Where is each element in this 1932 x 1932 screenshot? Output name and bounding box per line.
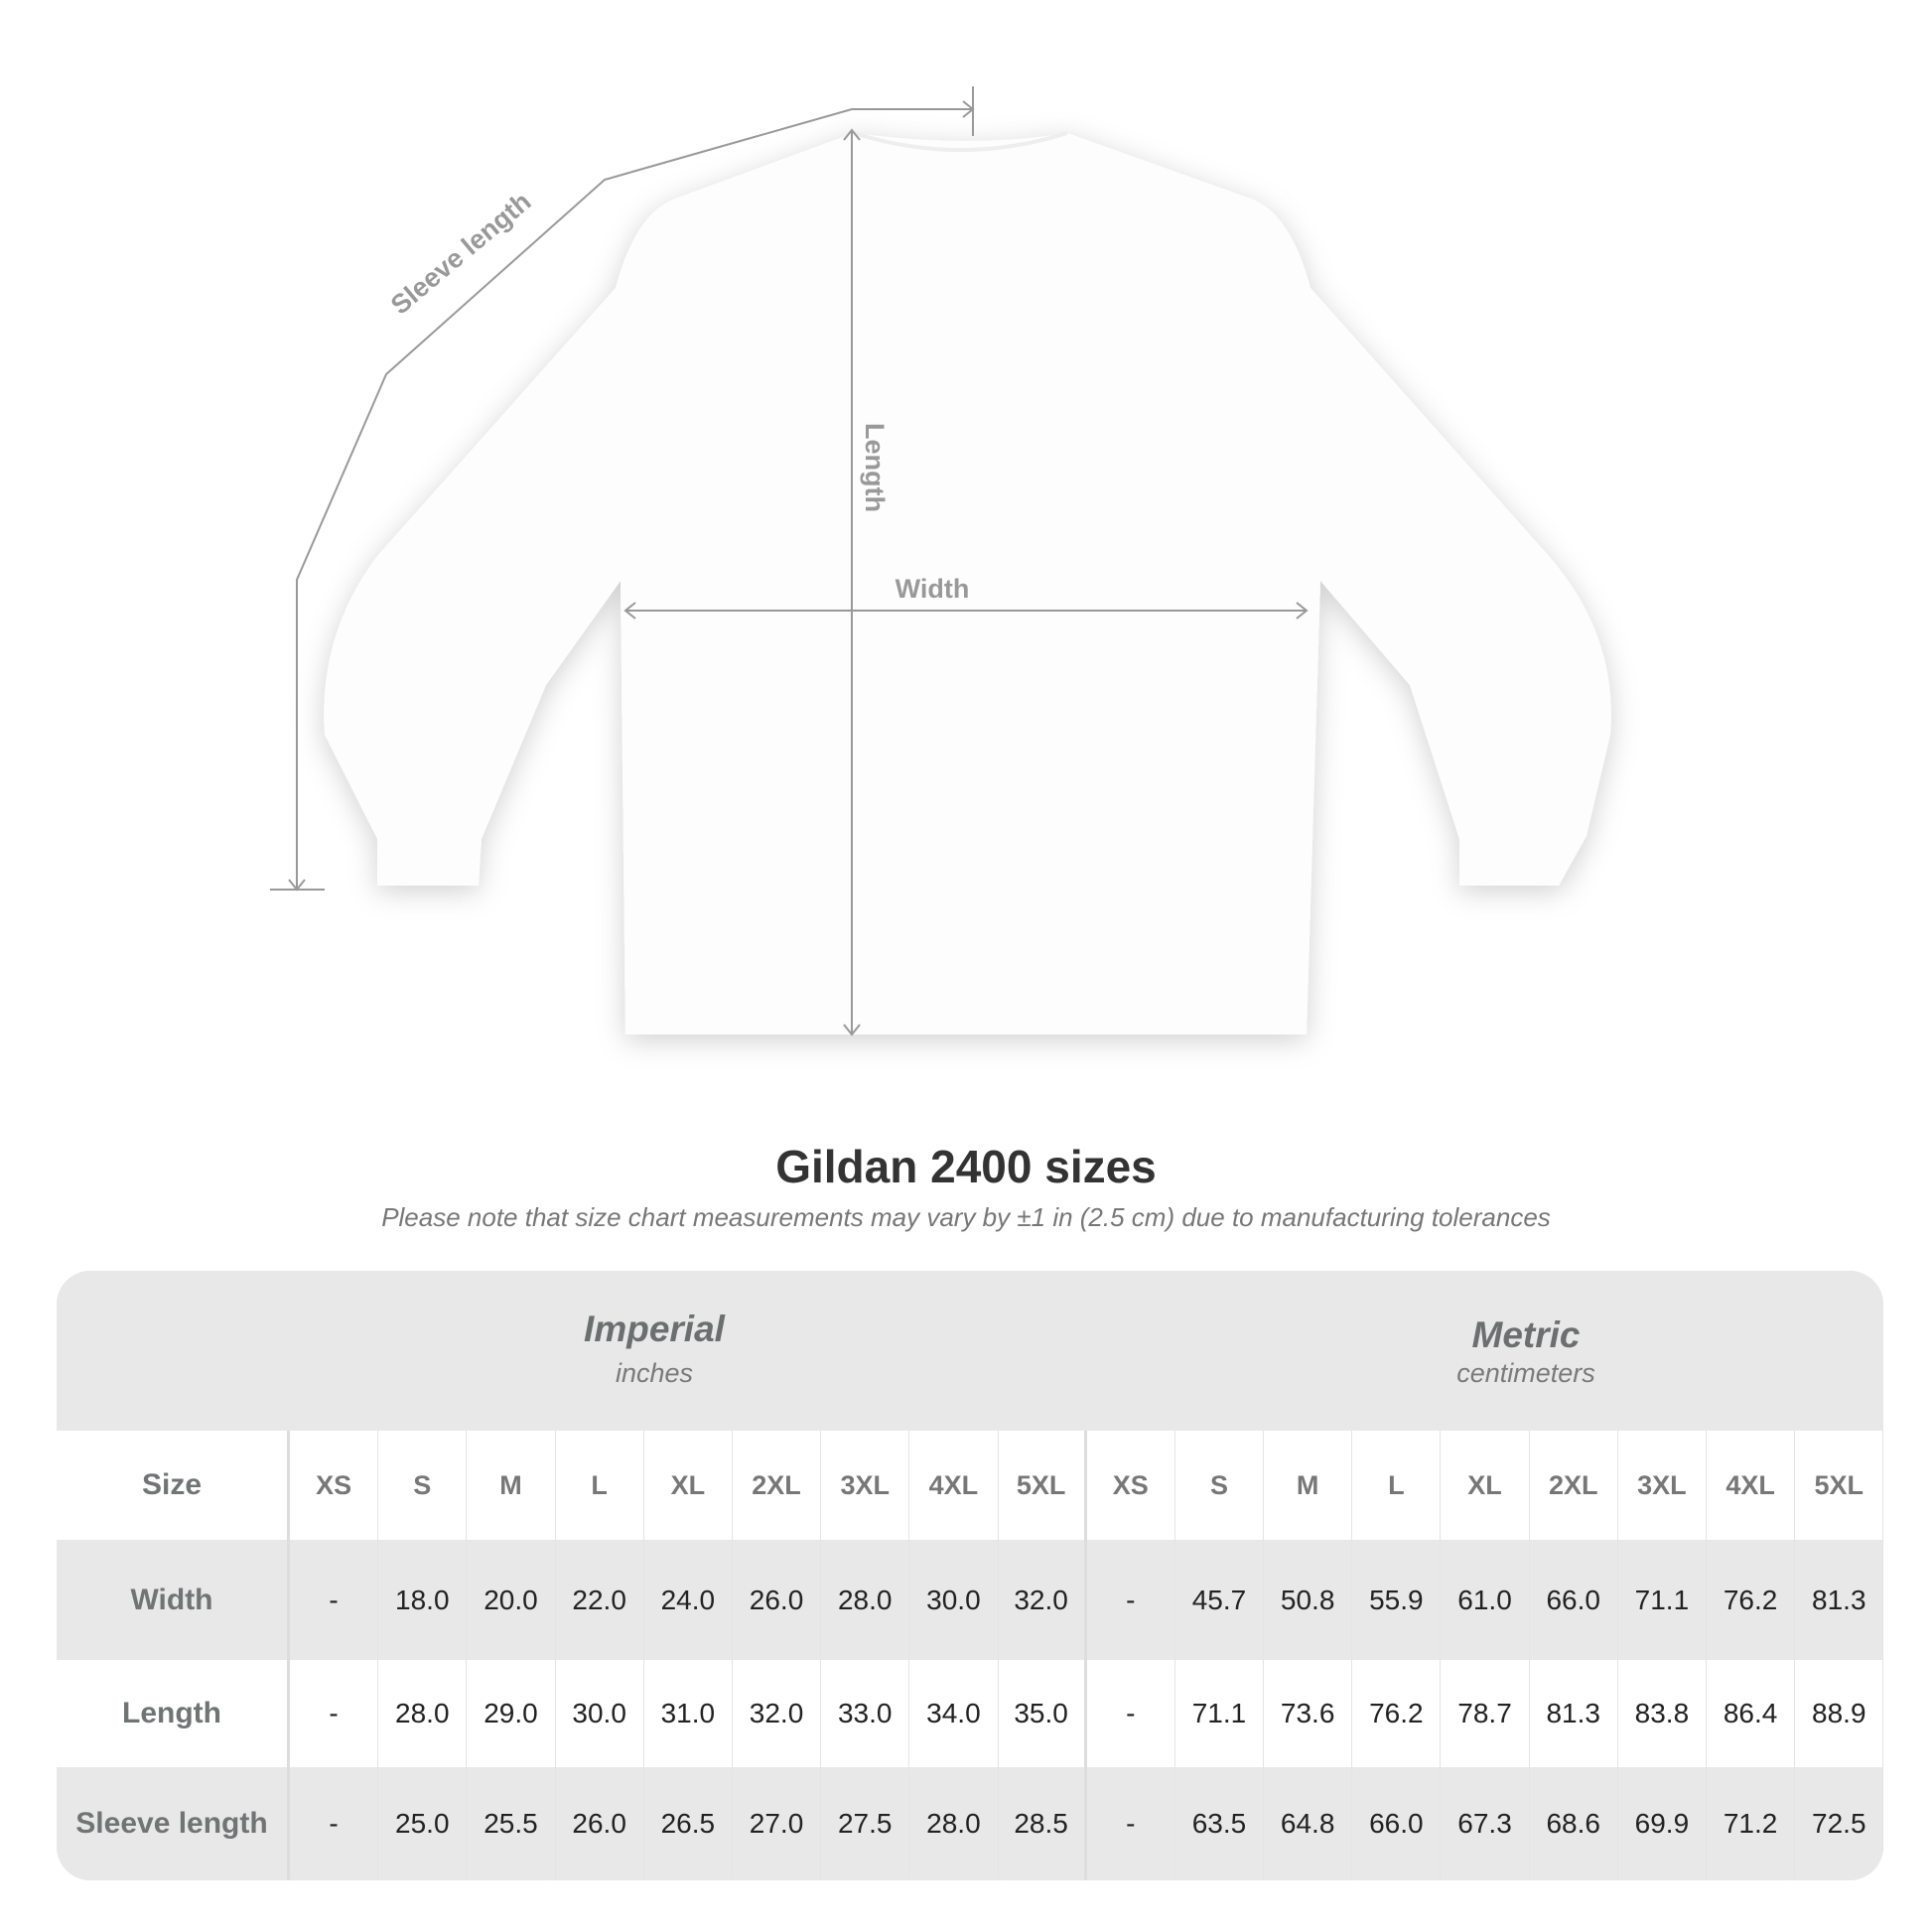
imperial-header: Imperial inches xyxy=(456,1309,853,1389)
table-cell: - xyxy=(290,1540,379,1660)
metric-unit: centimeters xyxy=(1456,1358,1595,1388)
table-cell: 63.5 xyxy=(1175,1767,1265,1880)
size-header-cell: 2XL xyxy=(733,1431,822,1540)
table-cell: - xyxy=(1087,1767,1175,1880)
size-header-cell: 5XL xyxy=(999,1431,1087,1540)
size-header-cell: XL xyxy=(644,1431,733,1540)
row-label: Sleeve length xyxy=(57,1767,290,1880)
table-cell: 71.2 xyxy=(1707,1767,1796,1880)
size-header-cell: 4XL xyxy=(909,1431,999,1540)
table-cell: 78.7 xyxy=(1441,1660,1530,1767)
table-cell: 32.0 xyxy=(999,1540,1087,1660)
table-cell: 33.0 xyxy=(821,1660,910,1767)
table-cell: 55.9 xyxy=(1352,1540,1442,1660)
shirt-diagram: Sleeve length Length Width xyxy=(270,86,1611,1036)
table-cell: - xyxy=(290,1660,379,1767)
table-cell: 28.0 xyxy=(909,1767,999,1880)
sleeve-length-label: Sleeve length xyxy=(385,187,537,321)
size-header-cell: M xyxy=(467,1431,556,1540)
long-sleeve-shirt-image xyxy=(324,133,1611,1035)
table-cell: 28.0 xyxy=(378,1660,468,1767)
table-cell: 76.2 xyxy=(1352,1660,1442,1767)
table-header: Imperial inches Metric centimeters xyxy=(57,1271,1883,1431)
width-label: Width xyxy=(896,574,970,604)
table-cell: 27.0 xyxy=(733,1767,822,1880)
table-cell: 26.0 xyxy=(556,1767,644,1880)
table-cell: 32.0 xyxy=(733,1660,822,1767)
size-header-cell: S xyxy=(378,1431,468,1540)
imperial-unit: inches xyxy=(615,1358,694,1388)
table-cell: 66.0 xyxy=(1530,1540,1618,1660)
table-cell: 86.4 xyxy=(1707,1660,1796,1767)
size-header-cell: 4XL xyxy=(1707,1431,1796,1540)
table-cell: 71.1 xyxy=(1618,1540,1707,1660)
size-header-cell: 3XL xyxy=(821,1431,910,1540)
table-cell: 28.0 xyxy=(821,1540,910,1660)
table-cell: 28.5 xyxy=(999,1767,1087,1880)
table-cell: 27.5 xyxy=(821,1767,910,1880)
table-cell: 81.3 xyxy=(1795,1540,1883,1660)
size-row: Size XS S M L XL 2XL 3XL 4XL 5XL XS S M L XL 2XL 3XL 4XL… xyxy=(57,1431,1883,1540)
table-row-sleeve-length: Sleeve length -25.0 25.5 26.0 26.5 27.0 27.5 28… xyxy=(57,1767,1883,1880)
measurement-lines xyxy=(270,86,1309,1036)
table-cell: 61.0 xyxy=(1441,1540,1530,1660)
table-cell: 68.6 xyxy=(1530,1767,1618,1880)
table-cell: 35.0 xyxy=(999,1660,1087,1767)
metric-header: Metric centimeters xyxy=(1327,1314,1725,1389)
table-cell: 71.1 xyxy=(1175,1660,1265,1767)
size-header-cell: 5XL xyxy=(1795,1431,1883,1540)
size-header-cell: XS xyxy=(1087,1431,1175,1540)
table-cell: 45.7 xyxy=(1175,1540,1265,1660)
metric-title: Metric xyxy=(1471,1314,1581,1355)
table-cell: 69.9 xyxy=(1618,1767,1707,1880)
table-cell: 22.0 xyxy=(556,1540,644,1660)
size-header-cell: 2XL xyxy=(1530,1431,1618,1540)
table-cell: 31.0 xyxy=(644,1660,733,1767)
size-header-cell: M xyxy=(1264,1431,1353,1540)
table-cell: 18.0 xyxy=(378,1540,468,1660)
table-cell: 30.0 xyxy=(556,1660,644,1767)
page-title: Gildan 2400 sizes xyxy=(775,1141,1157,1192)
table-cell: 73.6 xyxy=(1264,1660,1353,1767)
table-cell: 24.0 xyxy=(644,1540,733,1660)
table-cell: - xyxy=(1087,1660,1175,1767)
row-label: Width xyxy=(57,1540,290,1660)
table-cell: 20.0 xyxy=(467,1540,556,1660)
table-cell: 64.8 xyxy=(1264,1767,1353,1880)
table-cell: 26.0 xyxy=(733,1540,822,1660)
table-cell: 29.0 xyxy=(467,1660,556,1767)
size-header-cell: XS xyxy=(290,1431,379,1540)
size-header-cell: L xyxy=(1352,1431,1442,1540)
table-cell: - xyxy=(290,1767,379,1880)
table-cell: 67.3 xyxy=(1441,1767,1530,1880)
table-cell: 81.3 xyxy=(1530,1660,1618,1767)
size-label: Size xyxy=(57,1431,290,1540)
length-label: Length xyxy=(860,423,890,512)
table-cell: 76.2 xyxy=(1707,1540,1796,1660)
tolerance-note: Please note that size chart measurements… xyxy=(381,1202,1551,1232)
table-cell: 88.9 xyxy=(1795,1660,1883,1767)
table-cell: 72.5 xyxy=(1795,1767,1883,1880)
table-row-length: Length -28.0 29.0 30.0 31.0 32.0 33.0 34.0 35.0-… xyxy=(57,1660,1883,1767)
table-cell: - xyxy=(1087,1540,1175,1660)
table-cell: 83.8 xyxy=(1618,1660,1707,1767)
table-cell: 34.0 xyxy=(909,1660,999,1767)
size-header-cell: L xyxy=(556,1431,644,1540)
size-header-cell: S xyxy=(1175,1431,1265,1540)
table-cell: 66.0 xyxy=(1352,1767,1442,1880)
imperial-title: Imperial xyxy=(584,1309,725,1349)
size-header-cell: 3XL xyxy=(1618,1431,1707,1540)
table-row-width: Width -18.0 20.0 22.0 24.0 26.0 28.0 30.0 32.0-4… xyxy=(57,1540,1883,1660)
table-cell: 50.8 xyxy=(1264,1540,1353,1660)
table-cell: 25.0 xyxy=(378,1767,468,1880)
size-table: Imperial inches Metric centimeters Size … xyxy=(57,1271,1883,1880)
table-cell: 25.5 xyxy=(467,1767,556,1880)
size-header-cell: XL xyxy=(1441,1431,1530,1540)
row-label: Length xyxy=(57,1660,290,1767)
sleeve-length-line xyxy=(296,108,973,890)
table-cell: 30.0 xyxy=(909,1540,999,1660)
table-cell: 26.5 xyxy=(644,1767,733,1880)
